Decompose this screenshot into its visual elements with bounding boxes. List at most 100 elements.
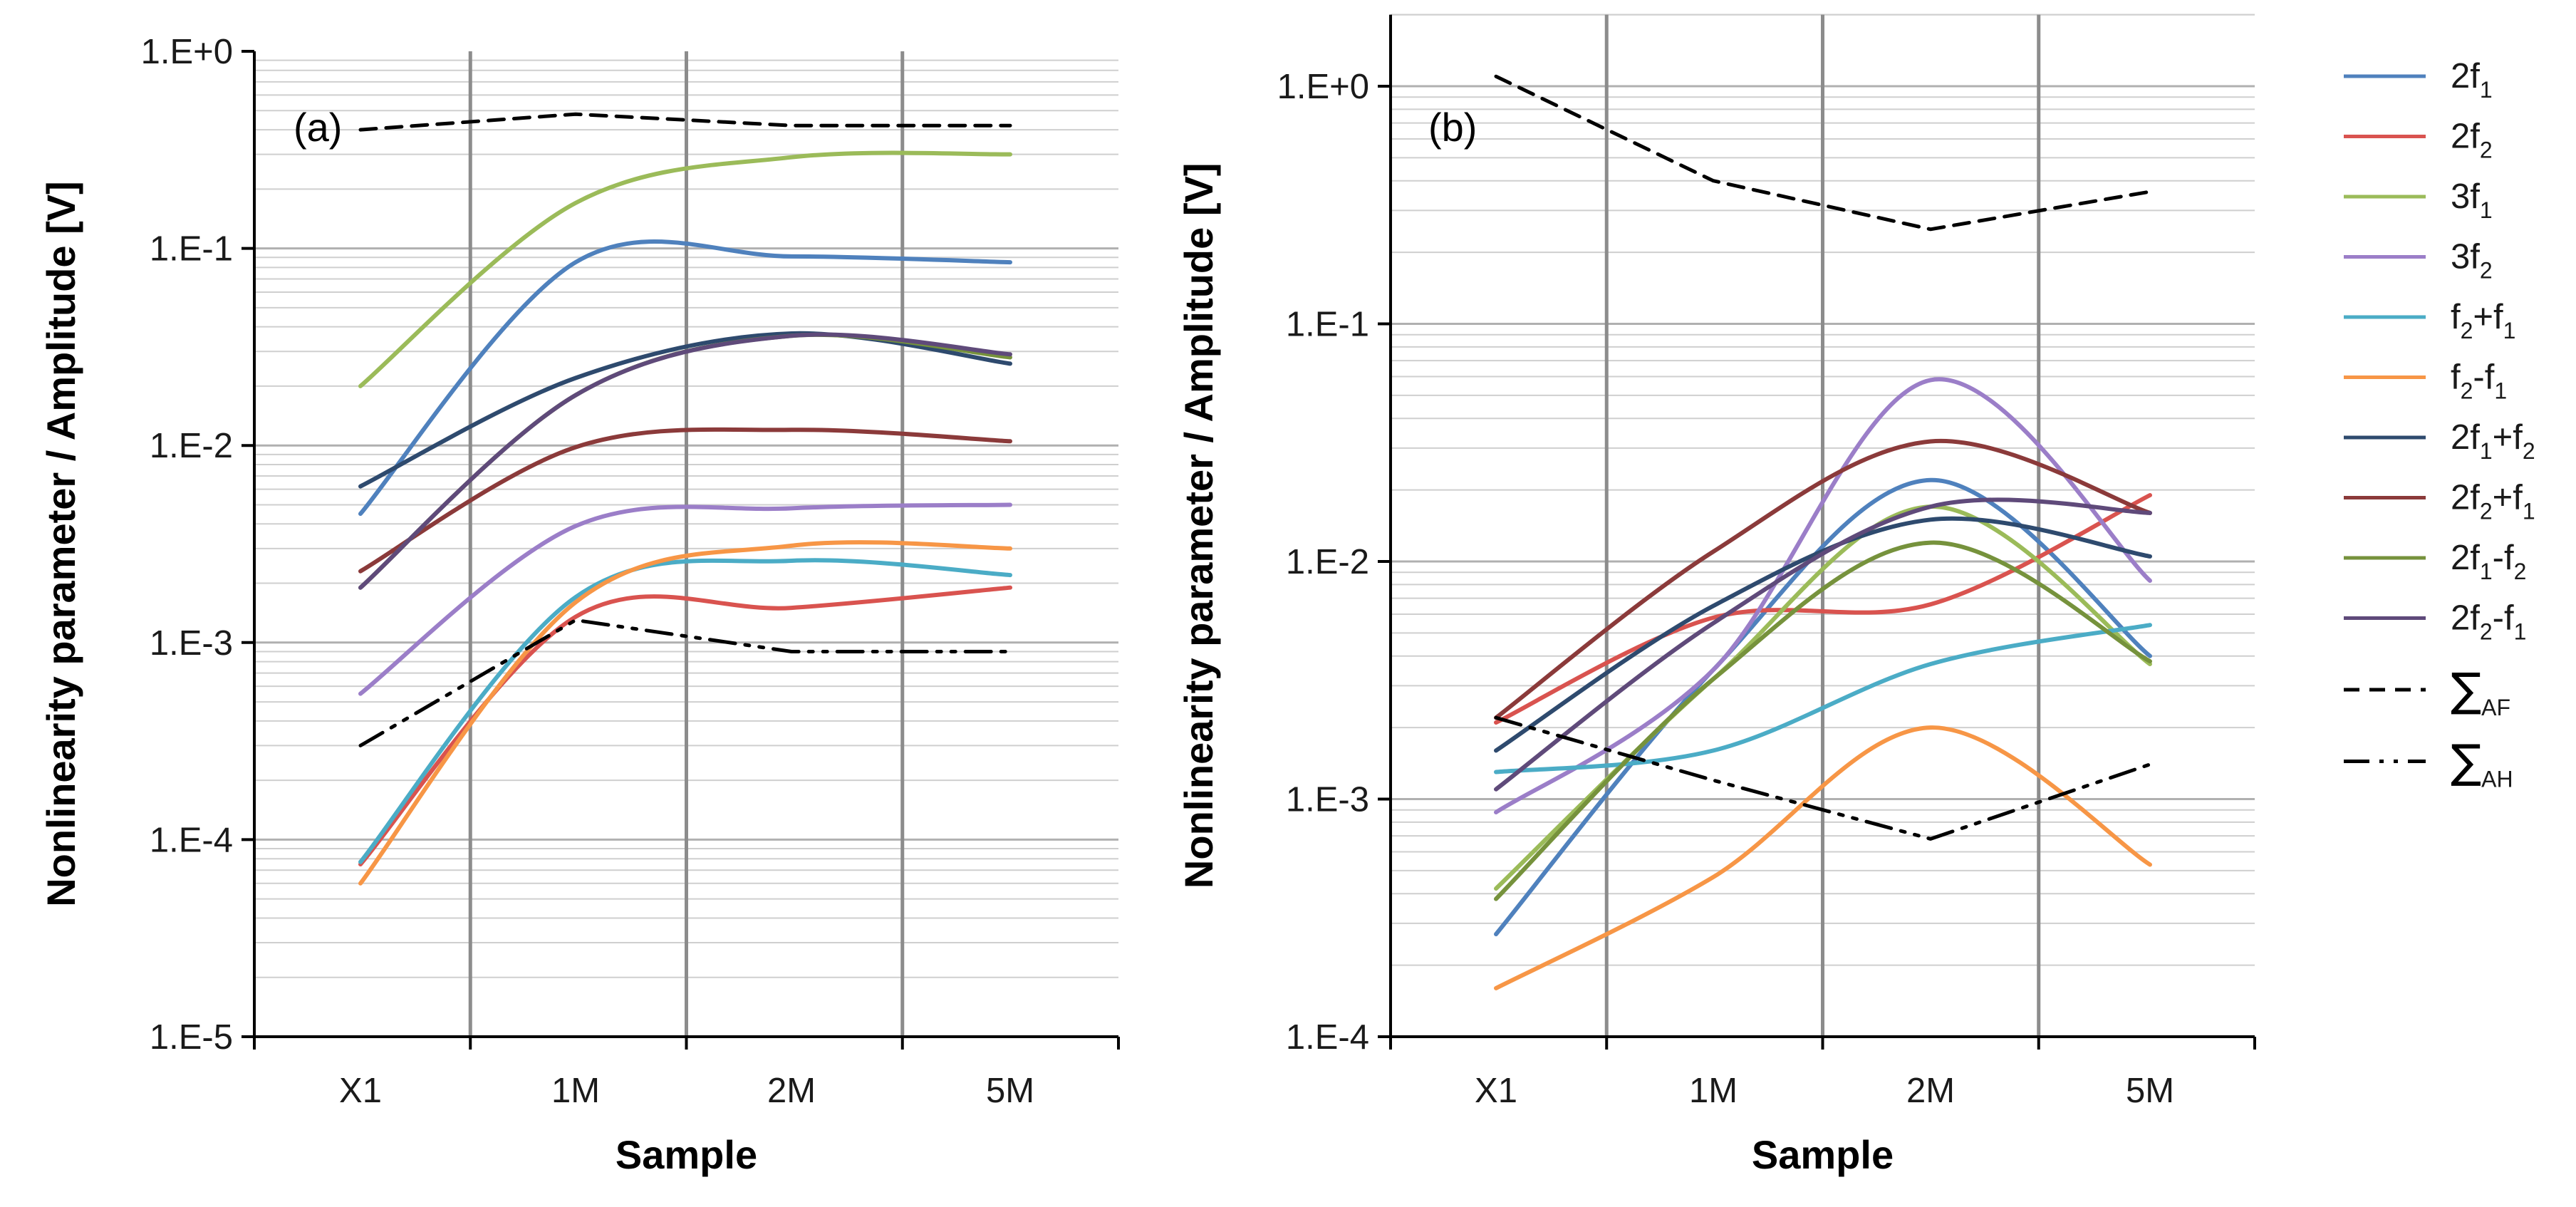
series-line-f2-f1 xyxy=(1494,725,2152,990)
legend-base: 3f xyxy=(2451,238,2480,276)
legend-sub: 1 xyxy=(2480,559,2493,584)
series-line-ΣAH xyxy=(1494,715,2152,841)
y-axis-title: Nonlinearity parameter / Amplitude [V] xyxy=(38,181,83,907)
legend-sub: 2 xyxy=(2523,438,2535,464)
legend-base: 2f xyxy=(2451,418,2480,457)
legend-sub: 1 xyxy=(2514,619,2527,645)
x-tick-label: X1 xyxy=(339,1072,382,1110)
x-tick-label: 2M xyxy=(1906,1072,1955,1110)
series-line-2f1 xyxy=(358,239,1012,517)
y-tick-label: 1.E-2 xyxy=(150,427,233,465)
legend-rest: -f xyxy=(2493,539,2514,577)
x-tick-label: 1M xyxy=(1689,1072,1738,1110)
legend-base: ∑ xyxy=(2451,664,2481,717)
legend-sub: 2 xyxy=(2514,559,2527,584)
legend-label-0: 2f1 xyxy=(2451,57,2493,103)
legend-sub: AH xyxy=(2481,767,2513,792)
panel-a-plot: 1.E-5 1.E-4 1.E-3 1.E-2 1.E-1 1.E+0 X1 1M 2M 5M Sa… xyxy=(38,33,1120,1177)
legend-sub: 1 xyxy=(2523,499,2535,524)
x-tick-label: 2M xyxy=(767,1072,816,1110)
series-line-3f2 xyxy=(1494,377,2152,814)
legend-base: f xyxy=(2451,358,2461,397)
legend-rest: +f xyxy=(2493,479,2523,517)
series-line-2f2 xyxy=(358,585,1012,866)
y-tick-label: 1.E-4 xyxy=(150,821,233,859)
legend-base: 2f xyxy=(2451,599,2480,638)
legend-label-1: 2f2 xyxy=(2451,118,2493,163)
legend-label-2: 3f1 xyxy=(2451,177,2493,223)
legend-base: 2f xyxy=(2451,539,2480,577)
legend-rest: +f xyxy=(2473,298,2503,336)
series-line-f2+f1 xyxy=(1494,623,2152,775)
y-tick-label: 1.E+0 xyxy=(1277,68,1369,106)
series-line-ΣAH xyxy=(358,618,1012,747)
x-tick-label: 5M xyxy=(986,1072,1034,1110)
series-line-ΣAF xyxy=(1494,74,2152,232)
panel-label: (b) xyxy=(1428,105,1477,150)
legend-base: f xyxy=(2451,298,2461,336)
series-line-3f2 xyxy=(358,502,1012,696)
series-line-2f2 xyxy=(1494,493,2152,725)
x-axis-title: Sample xyxy=(616,1132,757,1177)
legend-label-9: 2f2-f1 xyxy=(2451,599,2526,645)
legend-sub: 2 xyxy=(2461,378,2473,404)
legend-sub: 2 xyxy=(2480,619,2493,645)
y-tick-label: 1.E-2 xyxy=(1286,543,1369,581)
legend-label-7: 2f2+f1 xyxy=(2451,479,2535,524)
y-tick-label: 1.E-1 xyxy=(1286,306,1369,344)
y-tick-label: 1.E-3 xyxy=(150,624,233,663)
series-line-3f1 xyxy=(358,150,1012,388)
legend-base: ∑ xyxy=(2451,736,2481,789)
series-line-2f2+f1 xyxy=(1494,438,2152,720)
legend-sub: 1 xyxy=(2503,318,2516,343)
series-line-2f2-f1 xyxy=(1494,497,2152,792)
series-line-2f1+f2 xyxy=(358,331,1012,489)
series-line-f2+f1 xyxy=(358,558,1012,864)
legend-sub: 1 xyxy=(2480,77,2493,103)
gridlines xyxy=(1391,14,2255,1038)
legend-sub: 1 xyxy=(2480,438,2493,464)
panel-b-plot: 1.E-4 1.E-3 1.E-2 1.E-1 1.E+0 X1 1M 2M 5M Sample N… xyxy=(1176,14,2256,1177)
legend-label-6: 2f1+f2 xyxy=(2451,418,2535,464)
legend: 2f12f23f13f2f2+f1f2-f12f1+f22f2+f12f1-f2… xyxy=(2344,57,2535,792)
legend-sub: 1 xyxy=(2494,378,2507,404)
legend-sub: 2 xyxy=(2461,318,2473,343)
y-axis-title: Nonlinearity parameter / Amplitude [V] xyxy=(1176,163,1221,889)
series-group xyxy=(1494,74,2152,990)
panel-label: (a) xyxy=(294,105,342,150)
legend-rest: -f xyxy=(2473,358,2494,397)
legend-sub: 2 xyxy=(2480,138,2493,163)
y-tick-label: 1.E+0 xyxy=(141,33,233,71)
legend-base: 2f xyxy=(2451,479,2480,517)
legend-sub: 1 xyxy=(2480,197,2493,223)
legend-label-3: 3f2 xyxy=(2451,238,2493,284)
series-line-2f1-f2 xyxy=(1494,540,2152,901)
x-axis-title: Sample xyxy=(1752,1132,1894,1177)
legend-sub: AF xyxy=(2481,695,2510,720)
x-tick-label: X1 xyxy=(1475,1072,1517,1110)
y-tick-label: 1.E-4 xyxy=(1286,1018,1369,1057)
x-tick-label: 1M xyxy=(551,1072,600,1110)
y-tick-label: 1.E-3 xyxy=(1286,781,1369,819)
y-tick-label: 1.E-1 xyxy=(150,230,233,269)
series-group xyxy=(358,112,1012,886)
legend-rest: -f xyxy=(2493,599,2514,638)
legend-label-4: f2+f1 xyxy=(2451,298,2515,343)
legend-label-11: ∑AH xyxy=(2451,736,2513,792)
y-tick-label: 1.E-5 xyxy=(150,1018,233,1057)
legend-sub: 2 xyxy=(2480,258,2493,284)
legend-rest: +f xyxy=(2493,418,2523,457)
series-line-ΣAF xyxy=(358,112,1012,132)
series-line-2f2+f1 xyxy=(358,427,1012,574)
legend-base: 2f xyxy=(2451,57,2480,95)
gridlines xyxy=(254,51,1118,1038)
series-line-f2-f1 xyxy=(358,540,1012,886)
legend-base: 3f xyxy=(2451,177,2480,216)
x-tick-label: 5M xyxy=(2126,1072,2174,1110)
series-line-2f2-f1 xyxy=(358,332,1012,590)
legend-label-8: 2f1-f2 xyxy=(2451,539,2526,584)
legend-sub: 2 xyxy=(2480,499,2493,524)
legend-base: 2f xyxy=(2451,118,2480,156)
legend-label-10: ∑AF xyxy=(2451,664,2510,720)
